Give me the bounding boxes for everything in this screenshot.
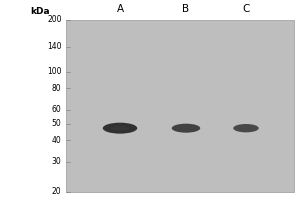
Ellipse shape <box>239 126 253 130</box>
Ellipse shape <box>233 124 259 132</box>
Ellipse shape <box>103 123 137 134</box>
Text: A: A <box>116 4 124 14</box>
Text: 100: 100 <box>47 67 62 76</box>
Text: C: C <box>242 4 250 14</box>
Text: kDa: kDa <box>31 7 50 16</box>
FancyBboxPatch shape <box>66 20 294 192</box>
Text: B: B <box>182 4 190 14</box>
Ellipse shape <box>178 126 194 130</box>
Text: 50: 50 <box>52 119 62 128</box>
Text: 80: 80 <box>52 84 62 93</box>
Text: 30: 30 <box>52 157 62 166</box>
Text: 40: 40 <box>52 136 62 145</box>
Text: 20: 20 <box>52 188 62 196</box>
Ellipse shape <box>172 124 200 133</box>
Text: 140: 140 <box>47 42 62 51</box>
Text: 60: 60 <box>52 105 62 114</box>
Text: 200: 200 <box>47 16 62 24</box>
Ellipse shape <box>110 126 130 130</box>
